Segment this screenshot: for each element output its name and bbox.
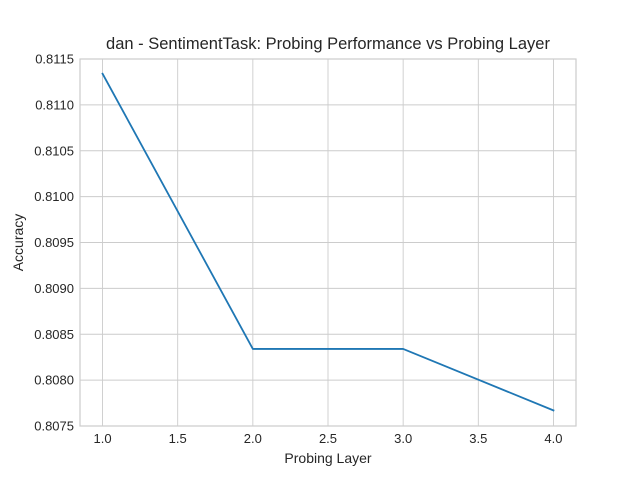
y-tick-label: 0.8095 xyxy=(34,235,74,250)
grid xyxy=(80,58,576,427)
x-tick-label: 2.0 xyxy=(244,431,262,446)
x-tick-label: 3.0 xyxy=(394,431,412,446)
y-tick-label: 0.8080 xyxy=(34,373,74,388)
x-tick-labels: 1.0 1.5 2.0 2.5 3.0 3.5 4.0 xyxy=(94,431,563,446)
x-tick-label: 1.5 xyxy=(169,431,187,446)
y-tick-label: 0.8105 xyxy=(34,143,74,158)
y-tick-label: 0.8075 xyxy=(34,419,74,434)
y-tick-label: 0.8100 xyxy=(34,189,74,204)
x-tick-label: 2.5 xyxy=(319,431,337,446)
y-tick-labels: 0.8075 0.8080 0.8085 0.8090 0.8095 0.8100 0.81… xyxy=(34,52,74,434)
x-axis-label: Probing Layer xyxy=(284,450,372,466)
y-tick-label: 0.8090 xyxy=(34,281,74,296)
y-tick-label: 0.8110 xyxy=(35,97,74,112)
x-tick-label: 3.5 xyxy=(469,431,487,446)
series-line xyxy=(101,72,555,412)
plot-frame xyxy=(79,58,577,427)
x-tick-label: 4.0 xyxy=(544,431,562,446)
y-tick-label: 0.8115 xyxy=(35,52,74,67)
y-axis-label: Accuracy xyxy=(10,214,26,272)
x-tick-label: 1.0 xyxy=(94,431,112,446)
y-tick-label: 0.8085 xyxy=(34,327,74,342)
series-layer xyxy=(101,72,555,412)
chart-title: dan - SentimentTask: Probing Performance… xyxy=(106,35,550,53)
